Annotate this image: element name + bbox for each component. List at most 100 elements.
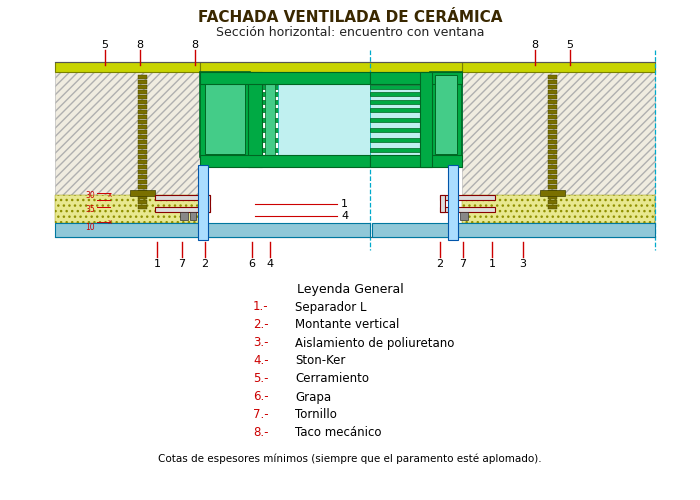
Text: 1: 1 xyxy=(153,259,160,269)
Bar xyxy=(138,135,147,139)
Bar xyxy=(250,92,370,96)
Bar xyxy=(548,115,557,119)
Bar xyxy=(370,128,430,132)
Bar xyxy=(250,77,370,81)
Bar xyxy=(548,120,557,124)
Bar xyxy=(278,72,370,167)
Bar xyxy=(250,128,370,132)
Bar xyxy=(138,175,147,179)
Bar xyxy=(548,145,557,149)
Bar xyxy=(190,212,196,220)
Bar xyxy=(548,135,557,139)
Bar xyxy=(55,195,200,223)
Bar xyxy=(420,72,432,167)
Bar xyxy=(138,165,147,169)
Bar xyxy=(548,200,557,204)
Text: Tornillo: Tornillo xyxy=(295,408,337,422)
Bar xyxy=(130,190,155,196)
Text: 7: 7 xyxy=(459,259,467,269)
Bar xyxy=(138,150,147,154)
Bar xyxy=(138,155,147,159)
Bar xyxy=(138,185,147,189)
Text: 1.-: 1.- xyxy=(253,300,269,314)
Bar xyxy=(548,165,557,169)
Bar xyxy=(138,105,147,109)
Bar xyxy=(138,195,147,199)
Bar xyxy=(138,160,147,164)
Bar xyxy=(548,150,557,154)
Text: 2: 2 xyxy=(436,259,444,269)
Text: 8: 8 xyxy=(531,40,538,50)
Bar xyxy=(548,180,557,184)
Text: 30: 30 xyxy=(85,192,95,200)
Text: 35: 35 xyxy=(85,206,95,214)
Text: 8.-: 8.- xyxy=(253,426,269,440)
Text: 8: 8 xyxy=(136,40,144,50)
Bar xyxy=(548,125,557,129)
Bar xyxy=(440,195,445,212)
Bar xyxy=(250,118,370,122)
Bar xyxy=(548,205,557,209)
Bar xyxy=(138,120,147,124)
Bar xyxy=(548,95,557,99)
Text: x: x xyxy=(108,192,112,198)
Bar xyxy=(250,148,370,152)
Bar xyxy=(138,85,147,89)
Bar xyxy=(440,195,495,200)
Bar xyxy=(370,72,462,167)
Bar xyxy=(440,207,495,212)
Bar xyxy=(370,77,430,81)
Bar xyxy=(138,180,147,184)
Bar xyxy=(138,205,147,209)
Text: 5: 5 xyxy=(102,40,108,50)
Bar xyxy=(55,223,370,237)
Text: 2.-: 2.- xyxy=(253,318,269,332)
Bar xyxy=(370,148,430,152)
Text: 4: 4 xyxy=(341,211,348,221)
Text: Cotas de espesores mínimos (siempre que el paramento esté aplomado).: Cotas de espesores mínimos (siempre que … xyxy=(158,454,542,464)
Text: Grapa: Grapa xyxy=(295,390,331,404)
Bar xyxy=(370,155,462,167)
Bar xyxy=(138,170,147,174)
Bar xyxy=(370,138,430,142)
Text: 5: 5 xyxy=(566,40,573,50)
Bar xyxy=(548,105,557,109)
Text: Cerramiento: Cerramiento xyxy=(295,372,369,386)
Bar xyxy=(548,175,557,179)
Bar xyxy=(138,145,147,149)
Bar xyxy=(460,212,468,220)
Bar xyxy=(372,223,655,237)
Bar xyxy=(548,190,557,194)
Bar xyxy=(462,62,655,237)
Bar xyxy=(548,170,557,174)
Bar xyxy=(548,185,557,189)
Bar xyxy=(265,72,275,167)
Text: 8: 8 xyxy=(191,40,199,50)
Bar xyxy=(138,200,147,204)
Bar xyxy=(370,85,430,89)
Bar xyxy=(205,75,245,154)
Bar xyxy=(548,195,557,199)
Bar xyxy=(250,100,370,104)
Text: 6: 6 xyxy=(248,259,256,269)
Text: Taco mecánico: Taco mecánico xyxy=(295,426,382,440)
Text: 7.-: 7.- xyxy=(253,408,269,422)
Bar xyxy=(540,190,565,196)
Bar xyxy=(370,118,430,122)
Bar xyxy=(548,75,557,79)
Text: 2: 2 xyxy=(202,259,209,269)
Text: x: x xyxy=(108,219,112,225)
Text: Ston-Ker: Ston-Ker xyxy=(295,354,345,368)
Bar xyxy=(138,100,147,104)
Text: 4: 4 xyxy=(267,259,274,269)
Bar xyxy=(55,62,200,237)
Bar xyxy=(138,110,147,114)
Bar xyxy=(548,80,557,84)
Bar xyxy=(250,108,370,112)
Text: 3.-: 3.- xyxy=(253,336,269,349)
Bar xyxy=(462,195,655,223)
Bar xyxy=(138,90,147,94)
Bar xyxy=(430,72,462,157)
Bar xyxy=(200,72,370,84)
Bar xyxy=(180,212,188,220)
